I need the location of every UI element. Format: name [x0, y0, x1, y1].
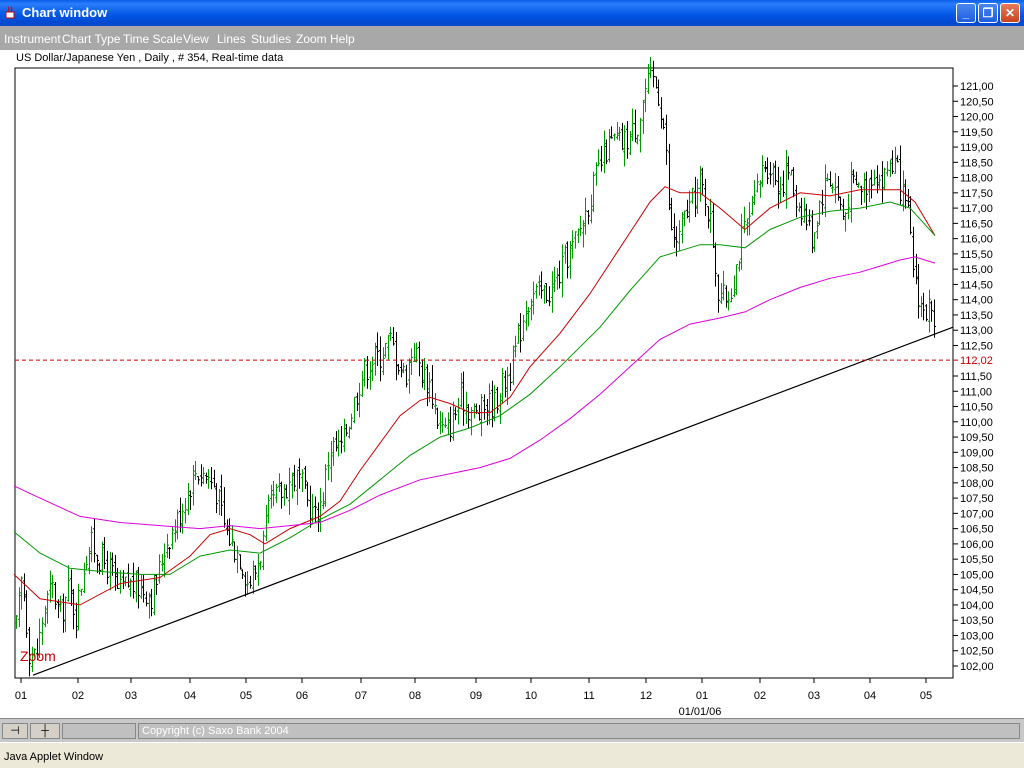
chart-area[interactable]: US Dollar/Japanese Yen , Daily , # 354, …	[0, 50, 1024, 718]
y-tick-label: 118,50	[960, 157, 993, 169]
y-tick-label: 105,50	[960, 554, 994, 566]
x-tick-label: 06	[296, 690, 308, 702]
x-tick-label: 07	[355, 690, 367, 702]
y-tick-label: 107,50	[960, 493, 994, 505]
y-tick-label: 121,00	[960, 81, 994, 93]
y-tick-label: 113,00	[960, 325, 993, 337]
menu-chart-type[interactable]: Chart Type	[62, 32, 121, 46]
menu-bar: Instrument Chart Type Time Scale View Li…	[0, 26, 1024, 50]
menu-view[interactable]: View	[183, 32, 209, 46]
y-tick-label: 109,00	[960, 447, 994, 459]
y-tick-label: 108,00	[960, 478, 994, 490]
menu-zoom[interactable]: Zoom	[296, 32, 327, 46]
window-title: Chart window	[22, 5, 108, 20]
y-tick-label: 111,00	[960, 386, 992, 398]
close-button[interactable]: ✕	[1000, 3, 1020, 23]
y-tick-label: 107,00	[960, 508, 994, 520]
maximize-button[interactable]: ❐	[978, 3, 998, 23]
menu-help[interactable]: Help	[330, 32, 355, 46]
trendline-layer[interactable]	[32, 326, 954, 676]
copyright-field: Copyright (c) Saxo Bank 2004	[138, 723, 1020, 739]
y-tick-label: 105,00	[960, 569, 994, 581]
moving-average-lines	[13, 186, 936, 606]
x-tick-label: 02	[754, 690, 766, 702]
y-tick-label: 108,50	[960, 463, 994, 475]
y-tick-label: 120,00	[960, 112, 994, 124]
x-tick-label: 04	[864, 690, 876, 702]
y-tick-label: 115,50	[960, 249, 993, 261]
status-field-empty	[62, 723, 136, 739]
chart-header: US Dollar/Japanese Yen , Daily , # 354, …	[16, 52, 284, 64]
y-tick-label: 103,50	[960, 615, 994, 627]
y-tick-label: 106,50	[960, 524, 994, 536]
status-bar: ⊣ ┼ Copyright (c) Saxo Bank 2004	[0, 718, 1024, 742]
pin-button[interactable]: ⊣	[2, 723, 28, 739]
y-tick-label: 109,50	[960, 432, 994, 444]
plot-frame	[14, 67, 954, 679]
y-tick-label: 115,00	[960, 264, 993, 276]
y-tick-label: 113,50	[960, 310, 993, 322]
menu-time-scale[interactable]: Time Scale	[123, 32, 183, 46]
y-tick-label: 120,50	[960, 96, 994, 108]
x-tick-label: 03	[125, 690, 137, 702]
y-tick-label: 114,00	[960, 295, 993, 307]
title-bar[interactable]: Chart window _ ❐ ✕	[0, 0, 1024, 26]
menu-instrument[interactable]: Instrument	[4, 32, 61, 46]
moving-average-line-2	[13, 201, 936, 575]
y-tick-label: 104,50	[960, 585, 994, 597]
crosshair-icon: ┼	[41, 725, 49, 737]
menu-lines[interactable]: Lines	[217, 32, 246, 46]
y-tick-label: 114,50	[960, 279, 993, 291]
x-axis: 01 02 03 04 05 06 07 08 09 10 11 12 01 02 03 04 05 01/01/…	[15, 678, 932, 718]
y-tick-label: 106,00	[960, 539, 994, 551]
pin-icon: ⊣	[10, 725, 20, 737]
x-tick-label: 05	[920, 690, 932, 702]
minimize-button[interactable]: _	[956, 3, 976, 23]
crosshair-button[interactable]: ┼	[30, 723, 60, 739]
y-tick-label: 116,50	[960, 218, 993, 230]
y-tick-label: 111,50	[960, 371, 992, 383]
y-tick-label: 119,50	[960, 127, 993, 139]
y-tick-label: 102,50	[960, 646, 994, 658]
y-tick-label: 112,50	[960, 340, 993, 352]
y-tick-label: 118,00	[960, 173, 993, 185]
x-tick-label: 05	[240, 690, 252, 702]
x-tick-label: 03	[808, 690, 820, 702]
y-axis: 102,00 102,50 103,00 103,50 104,00 104,50 105,…	[953, 81, 994, 673]
y-tick-label: 117,00	[960, 203, 993, 215]
x-tick-label: 12	[640, 690, 652, 702]
x-tick-label: 10	[525, 690, 537, 702]
x-tick-label: 01	[15, 690, 27, 702]
zoom-label[interactable]: Zoom	[20, 648, 56, 664]
applet-warning-bar: Java Applet Window	[0, 742, 1024, 768]
x-tick-label: 02	[72, 690, 84, 702]
menu-studies[interactable]: Studies	[251, 32, 292, 46]
x-tick-label: 09	[470, 690, 482, 702]
moving-average-line-3	[13, 256, 936, 530]
y-tick-label: 103,00	[960, 630, 994, 642]
x-tick-label: 11	[583, 690, 594, 702]
current-price-label: 112,02	[960, 355, 993, 367]
x-tick-label: 01	[696, 690, 708, 702]
applet-warning-text: Java Applet Window	[4, 751, 104, 763]
price-bars	[15, 56, 936, 677]
y-tick-label: 116,00	[960, 234, 993, 246]
java-cup-icon	[5, 6, 15, 19]
restore-icon: ❐	[982, 6, 994, 20]
x-date-label: 01/01/06	[679, 706, 722, 718]
trendline[interactable]	[32, 326, 954, 676]
y-tick-label: 102,00	[960, 661, 994, 673]
y-tick-label: 117,50	[960, 188, 993, 200]
y-tick-label: 104,00	[960, 600, 994, 612]
minimize-icon: _	[962, 6, 970, 20]
y-tick-label: 110,00	[960, 417, 993, 429]
x-tick-label: 04	[184, 690, 196, 702]
moving-average-line-1	[13, 186, 936, 606]
y-tick-label: 110,50	[960, 402, 993, 414]
x-tick-label: 08	[409, 690, 421, 702]
price-chart[interactable]: 102,00 102,50 103,00 103,50 104,00 104,50 105,…	[0, 50, 1024, 718]
y-tick-label: 119,00	[960, 142, 993, 154]
close-icon: ✕	[1004, 6, 1016, 20]
